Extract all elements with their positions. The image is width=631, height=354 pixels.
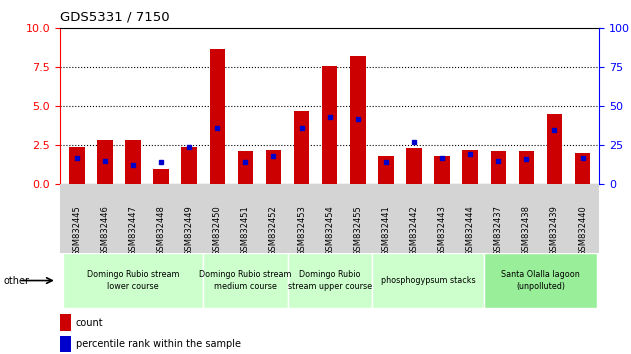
- Bar: [575, 153, 591, 184]
- Text: phosphogypsum stacks: phosphogypsum stacks: [380, 276, 475, 285]
- Bar: [406, 148, 422, 184]
- Bar: [60, 314, 71, 331]
- Text: percentile rank within the sample: percentile rank within the sample: [76, 339, 240, 349]
- Text: other: other: [3, 275, 29, 286]
- Text: Santa Olalla lagoon
(unpolluted): Santa Olalla lagoon (unpolluted): [501, 270, 580, 291]
- Text: GDS5331 / 7150: GDS5331 / 7150: [60, 11, 170, 24]
- Bar: [294, 111, 309, 184]
- Text: count: count: [76, 318, 103, 328]
- Bar: [434, 156, 450, 184]
- Bar: [153, 169, 169, 184]
- Bar: [322, 66, 338, 184]
- Text: Domingo Rubio stream
lower course: Domingo Rubio stream lower course: [86, 270, 179, 291]
- Bar: [266, 150, 281, 184]
- Bar: [62, 253, 203, 308]
- Bar: [69, 147, 85, 184]
- Bar: [288, 253, 372, 308]
- Bar: [484, 253, 597, 308]
- Bar: [490, 152, 506, 184]
- Text: Domingo Rubio stream
medium course: Domingo Rubio stream medium course: [199, 270, 292, 291]
- Bar: [238, 152, 253, 184]
- Text: Domingo Rubio
stream upper course: Domingo Rubio stream upper course: [288, 270, 372, 291]
- Bar: [463, 150, 478, 184]
- Bar: [519, 152, 534, 184]
- Bar: [378, 156, 394, 184]
- Bar: [60, 336, 71, 352]
- Bar: [350, 56, 365, 184]
- Bar: [547, 114, 562, 184]
- Bar: [126, 141, 141, 184]
- Bar: [372, 253, 484, 308]
- Bar: [182, 147, 197, 184]
- Bar: [209, 48, 225, 184]
- Bar: [97, 141, 112, 184]
- Bar: [203, 253, 288, 308]
